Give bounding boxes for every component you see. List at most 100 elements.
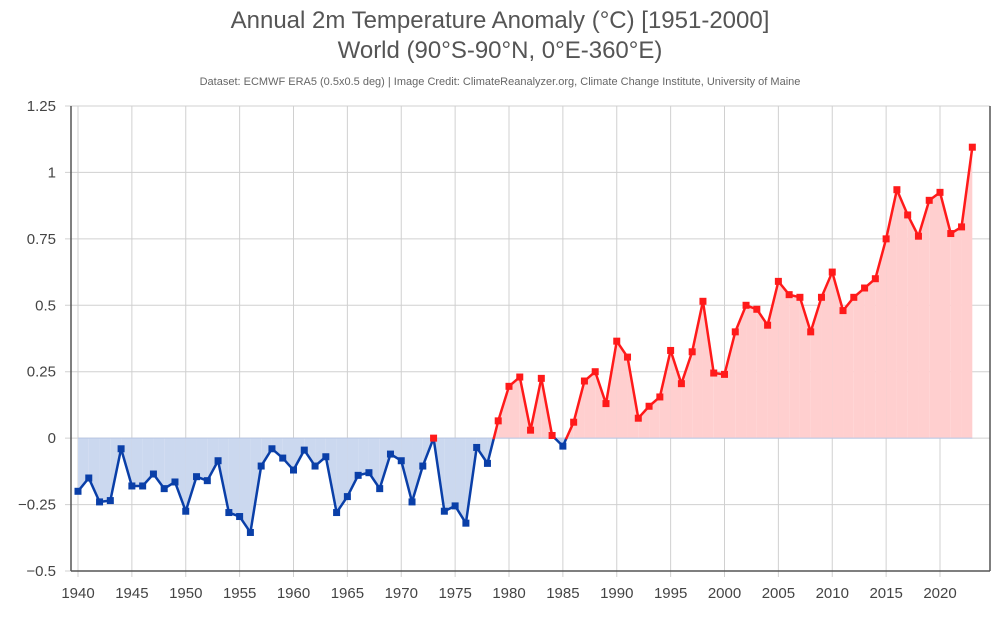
- data-point: [225, 509, 233, 517]
- data-markers: [74, 143, 976, 536]
- data-point: [149, 470, 157, 478]
- series-segment: [109, 447, 123, 502]
- series-segment: [766, 280, 780, 327]
- data-point: [505, 382, 513, 390]
- data-point: [85, 474, 93, 482]
- series-segment: [324, 455, 338, 514]
- x-tick-label: 1990: [600, 585, 633, 602]
- data-point: [268, 445, 276, 453]
- negative-area: [174, 438, 186, 512]
- negative-area: [358, 438, 369, 476]
- x-tick-label: 1995: [654, 585, 687, 602]
- x-tick-label: 1945: [115, 585, 148, 602]
- negative-area: [228, 438, 240, 517]
- positive-area: [584, 371, 596, 439]
- data-point: [354, 471, 362, 479]
- series-segment: [604, 339, 618, 405]
- chart-subtitle: World (90°S-90°N, 0°E-360°E): [337, 37, 663, 64]
- data-point: [193, 473, 201, 481]
- data-point: [958, 223, 966, 231]
- data-point: [721, 370, 728, 378]
- positive-area: [907, 214, 919, 439]
- series-segment: [518, 375, 532, 432]
- positive-area: [605, 341, 617, 439]
- positive-area: [498, 386, 509, 439]
- data-point: [914, 232, 922, 240]
- data-point: [882, 235, 890, 243]
- data-point: [753, 305, 761, 313]
- x-tick-label: 2005: [762, 585, 795, 602]
- series-segment: [400, 459, 414, 504]
- x-tick-label: 1965: [331, 585, 364, 602]
- positive-area: [961, 147, 973, 439]
- positive-area: [875, 238, 887, 439]
- series-segment: [960, 145, 974, 229]
- data-point: [968, 143, 976, 151]
- data-point: [645, 402, 653, 410]
- data-point: [430, 434, 438, 442]
- negative-area: [261, 438, 272, 467]
- negative-area: [196, 438, 208, 481]
- data-point: [624, 353, 632, 361]
- data-point: [408, 498, 416, 506]
- positive-area: [940, 192, 951, 439]
- data-point: [861, 284, 869, 292]
- data-point: [397, 457, 405, 465]
- positive-area: [670, 350, 682, 439]
- series-segment: [906, 213, 920, 238]
- series-segment: [184, 475, 198, 513]
- y-tick-label: 1.25: [27, 98, 56, 115]
- data-point: [850, 293, 858, 301]
- series-segment: [119, 447, 134, 488]
- x-tick-label: 2020: [923, 585, 956, 602]
- positive-area: [724, 331, 736, 439]
- data-point: [106, 497, 114, 505]
- positive-area: [886, 189, 897, 439]
- negative-area: [401, 438, 413, 502]
- data-point: [817, 293, 825, 301]
- negative-area: [347, 438, 359, 497]
- series-segment: [917, 199, 931, 238]
- data-point: [742, 301, 750, 309]
- positive-area: [638, 406, 650, 439]
- series-segment: [216, 459, 231, 514]
- data-point: [74, 487, 82, 495]
- data-point: [290, 466, 297, 474]
- positive-area: [616, 341, 628, 439]
- y-tick-label: 0: [48, 430, 56, 447]
- data-point: [365, 469, 373, 477]
- data-point: [139, 482, 147, 490]
- positive-area: [896, 189, 908, 439]
- series-segment: [410, 464, 425, 504]
- y-tick-label: −0.25: [18, 497, 56, 514]
- positive-area: [509, 377, 520, 439]
- positive-area: [832, 272, 844, 439]
- data-point: [871, 275, 879, 283]
- data-point: [376, 485, 384, 493]
- data-point: [386, 450, 394, 458]
- series-segment: [820, 270, 834, 299]
- data-point: [128, 482, 136, 490]
- positive-area: [778, 281, 790, 439]
- x-tick-label: 1955: [223, 585, 256, 602]
- series-segment: [690, 300, 705, 354]
- data-point: [613, 337, 621, 345]
- series-segment: [173, 480, 187, 513]
- data-point: [559, 442, 567, 450]
- data-point: [160, 485, 168, 493]
- positive-area: [918, 200, 930, 439]
- negative-area: [164, 438, 175, 489]
- data-point: [677, 380, 685, 388]
- series-segment: [669, 349, 683, 385]
- data-point: [214, 457, 222, 465]
- series-segment: [938, 191, 953, 235]
- data-point: [796, 293, 804, 301]
- data-point: [236, 513, 244, 521]
- x-tick-labels: 1940 1945 1950 1955 1960 1965 1970 1975 1980 1985…: [61, 585, 956, 602]
- series-segment: [496, 385, 511, 423]
- data-point: [904, 211, 912, 219]
- positive-area: [853, 288, 865, 439]
- positive-area: [789, 294, 800, 439]
- x-tick-label: 1975: [438, 585, 471, 602]
- y-tick-label: 0.75: [27, 231, 56, 248]
